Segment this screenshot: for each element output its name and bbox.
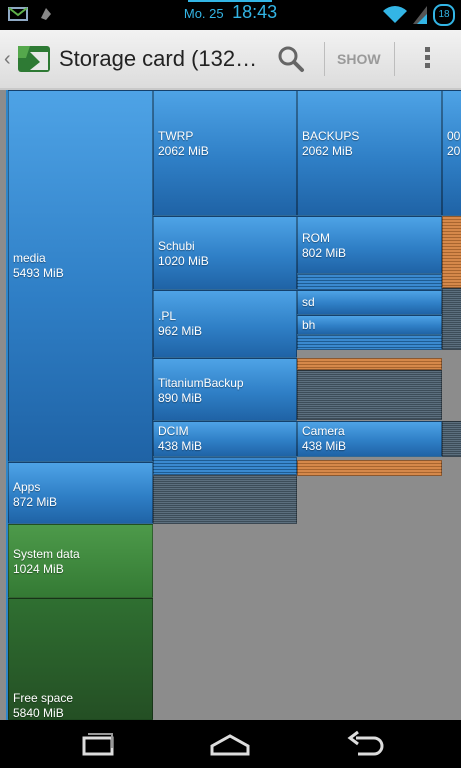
tile-label: .PL 962 MiB xyxy=(158,309,202,339)
status-bar: Mo. 25 18:43 18 xyxy=(0,0,461,30)
mail-notification-icon xyxy=(8,7,28,21)
tile-label: System data 1024 MiB xyxy=(13,547,80,577)
tile-label: TWRP 2062 MiB xyxy=(158,129,209,159)
tile-size: 5493 MiB xyxy=(13,266,64,280)
tile-name: media xyxy=(13,251,46,265)
action-divider xyxy=(324,42,325,76)
search-icon[interactable] xyxy=(276,44,306,74)
tile-free-space[interactable]: Free space 5840 MiB xyxy=(8,598,153,720)
tile-backups[interactable]: BACKUPS 2062 MiB xyxy=(297,90,442,216)
clock-underline xyxy=(188,0,272,2)
tile-media[interactable]: media 5493 MiB xyxy=(8,90,153,462)
tile-name: DCIM xyxy=(158,424,189,438)
tile-name: 00… xyxy=(447,129,461,143)
tile-size: 438 MiB xyxy=(302,439,347,453)
tile-small-files[interactable] xyxy=(297,358,442,370)
status-time: 18:43 xyxy=(232,2,278,22)
tile-system-data[interactable]: System data 1024 MiB xyxy=(8,524,153,598)
tile-size: 20… xyxy=(447,144,461,158)
page-title: Storage card (132… xyxy=(59,46,258,71)
tile-name: Camera xyxy=(302,424,345,438)
tile-name: sd xyxy=(302,295,315,309)
tile-size: 890 MiB xyxy=(158,391,203,405)
tile-size: 1020 MiB xyxy=(158,254,209,268)
tile-size: 872 MiB xyxy=(13,495,58,509)
action-bar: ‹ Storage card (132… SHOW xyxy=(0,30,461,90)
tile-name: Apps xyxy=(13,480,41,494)
system-icons: 18 xyxy=(383,4,455,26)
tile-name: TitaniumBackup xyxy=(158,376,244,390)
tile-label: BACKUPS 2062 MiB xyxy=(302,129,359,159)
tile-size: 5840 MiB xyxy=(13,706,64,720)
recent-apps-icon[interactable] xyxy=(78,730,118,758)
tile-label: DCIM 438 MiB xyxy=(158,424,202,454)
tile-bh[interactable]: bh xyxy=(297,315,442,335)
tile-name: ROM xyxy=(302,231,330,245)
overflow-menu-icon[interactable] xyxy=(418,44,436,74)
tile-small-files[interactable] xyxy=(297,274,442,290)
tile-label: Camera 438 MiB xyxy=(302,424,346,454)
tile-label: Schubi 1020 MiB xyxy=(158,239,209,269)
tile-name: Schubi xyxy=(158,239,195,253)
tile-small-files[interactable] xyxy=(297,370,442,420)
tile-name: BACKUPS xyxy=(302,129,360,143)
tile-size: 962 MiB xyxy=(158,324,203,338)
tile-size: 802 MiB xyxy=(302,246,347,260)
tile-small-files[interactable] xyxy=(153,475,297,524)
navigation-bar xyxy=(0,720,461,768)
tile-label: Apps 872 MiB xyxy=(13,480,57,510)
tile-dcim[interactable]: DCIM 438 MiB xyxy=(153,421,297,457)
treemap-left-edge xyxy=(6,90,8,720)
tile-small-files[interactable] xyxy=(297,335,442,350)
home-icon[interactable] xyxy=(210,730,250,758)
battery-level-badge: 18 xyxy=(433,4,455,26)
action-divider xyxy=(394,42,395,76)
show-button[interactable]: SHOW xyxy=(337,51,381,67)
app-logo-icon[interactable] xyxy=(16,42,52,76)
status-date: Mo. 25 xyxy=(183,6,224,21)
tile-size: 1024 MiB xyxy=(13,562,64,576)
tile-small-files[interactable] xyxy=(153,457,297,475)
tile-name: .PL xyxy=(158,309,177,323)
tile-name: System data xyxy=(13,547,80,561)
tile-schubi[interactable]: Schubi 1020 MiB xyxy=(153,216,297,290)
tile-twrp[interactable]: TWRP 2062 MiB xyxy=(153,90,297,216)
tile-small-files[interactable] xyxy=(442,421,461,457)
tile-camera[interactable]: Camera 438 MiB xyxy=(297,421,442,457)
notification-icons xyxy=(8,6,54,22)
tile-apps[interactable]: Apps 872 MiB xyxy=(8,462,153,524)
tile-label: Free space 5840 MiB xyxy=(13,691,73,720)
up-caret-icon[interactable]: ‹ xyxy=(4,48,11,70)
signal-icon xyxy=(413,6,427,24)
storage-treemap[interactable]: media 5493 MiB Apps 872 MiB System data … xyxy=(0,90,461,720)
tile-small-files[interactable] xyxy=(442,288,461,350)
tile-size: 2062 MiB xyxy=(302,144,353,158)
tile-size: 438 MiB xyxy=(158,439,203,453)
clock: Mo. 25 18:43 xyxy=(0,2,461,23)
tile-name: Free space xyxy=(13,691,74,705)
tile-size: 2062 MiB xyxy=(158,144,209,158)
wifi-icon xyxy=(383,6,407,24)
tile-rom[interactable]: ROM 802 MiB xyxy=(297,216,442,274)
tile-small-files[interactable] xyxy=(442,216,461,288)
tile-label: ROM 802 MiB xyxy=(302,231,346,261)
tile-pl[interactable]: .PL 962 MiB xyxy=(153,290,297,358)
tile-name: bh xyxy=(302,318,316,332)
tile-label: media 5493 MiB xyxy=(13,251,64,281)
tile-small-files[interactable] xyxy=(297,460,442,476)
back-icon[interactable] xyxy=(344,730,384,758)
tile-titaniumbackup[interactable]: TitaniumBackup 890 MiB xyxy=(153,358,297,421)
tile-name: TWRP xyxy=(158,129,194,143)
tile-sd[interactable]: sd xyxy=(297,290,442,315)
tile-label: 00… 20… xyxy=(447,129,461,159)
app-notification-icon xyxy=(41,8,51,20)
tile-label: TitaniumBackup 890 MiB xyxy=(158,376,244,406)
tile-partial[interactable]: 00… 20… xyxy=(442,90,461,216)
